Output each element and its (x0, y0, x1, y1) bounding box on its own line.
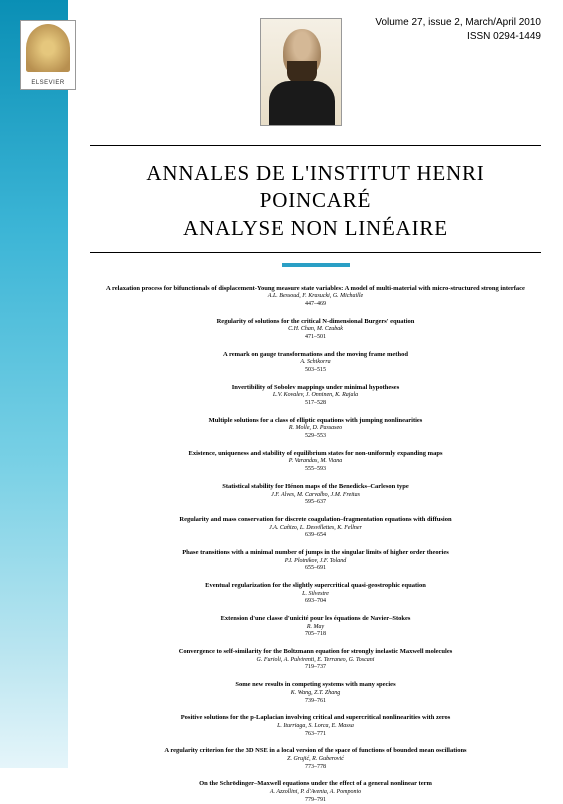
poincare-portrait (260, 18, 342, 126)
article-authors: A. Schikorra (96, 359, 535, 367)
gradient-sidebar (0, 0, 68, 768)
article-pages: 773–778 (96, 764, 535, 772)
header: ELSEVIER Volume 27, issue 2, March/April… (68, 0, 563, 145)
article-pages: 471–501 (96, 334, 535, 342)
article-pages: 595–637 (96, 499, 535, 507)
issue-info: Volume 27, issue 2, March/April 2010 ISS… (375, 16, 541, 43)
article-authors: P.I. Plotnikov, J.F. Toland (96, 558, 535, 566)
toc-entry: A remark on gauge transformations and th… (96, 351, 535, 375)
article-title: Regularity and mass conservation for dis… (96, 516, 535, 524)
article-authors: Z. Grujić, R. Guberović (96, 756, 535, 764)
article-title: Existence, uniqueness and stability of e… (96, 450, 535, 458)
article-authors: P. Varandas, M. Viana (96, 458, 535, 466)
toc-entry: Statistical stability for Hénon maps of … (96, 483, 535, 507)
elsevier-tree-icon (26, 24, 70, 72)
article-title: Regularity of solutions for the critical… (96, 318, 535, 326)
rule-top (90, 145, 541, 146)
article-authors: R. Molle, D. Passaseo (96, 425, 535, 433)
article-pages: 555–593 (96, 466, 535, 474)
article-title: A remark on gauge transformations and th… (96, 351, 535, 359)
rule-bottom (90, 252, 541, 253)
toc-entry: Multiple solutions for a class of ellipt… (96, 417, 535, 441)
article-authors: L. Iturriaga, S. Lorca, E. Massa (96, 723, 535, 731)
article-pages: 639–654 (96, 532, 535, 540)
article-authors: A.L. Bessoud, F. Krasucki, G. Michaille (96, 293, 535, 301)
issn-line: ISSN 0294-1449 (375, 30, 541, 44)
toc-entry: Positive solutions for the p-Laplacian i… (96, 714, 535, 738)
article-pages: 719–737 (96, 664, 535, 672)
article-authors: J.F. Alves, M. Carvalho, J.M. Freitas (96, 492, 535, 500)
journal-title-line1: ANNALES DE L'INSTITUT HENRI POINCARÉ (90, 160, 541, 215)
article-title: A regularity criterion for the 3D NSE in… (96, 747, 535, 755)
article-authors: K. Wang, Z.T. Zhang (96, 690, 535, 698)
article-authors: R. May (96, 624, 535, 632)
article-pages: 517–528 (96, 400, 535, 408)
article-pages: 693–704 (96, 598, 535, 606)
article-title: Extension d'une classe d'unicité pour le… (96, 615, 535, 623)
toc-entry: Convergence to self-similarity for the B… (96, 648, 535, 672)
article-pages: 739–761 (96, 698, 535, 706)
toc-entry: On the Schrödinger–Maxwell equations und… (96, 780, 535, 804)
article-pages: 447–469 (96, 301, 535, 309)
article-pages: 705–718 (96, 631, 535, 639)
article-pages: 503–515 (96, 367, 535, 375)
table-of-contents: A relaxation process for bifunctionals o… (68, 285, 563, 804)
article-pages: 655–691 (96, 565, 535, 573)
article-authors: G. Furioli, A. Pulvirenti, E. Terraneo, … (96, 657, 535, 665)
article-title: Statistical stability for Hénon maps of … (96, 483, 535, 491)
toc-entry: A relaxation process for bifunctionals o… (96, 285, 535, 309)
article-title: Invertibility of Sobolev mappings under … (96, 384, 535, 392)
journal-title: ANNALES DE L'INSTITUT HENRI POINCARÉ ANA… (90, 160, 541, 242)
article-title: On the Schrödinger–Maxwell equations und… (96, 780, 535, 788)
article-title: A relaxation process for bifunctionals o… (96, 285, 535, 293)
article-pages: 529–553 (96, 433, 535, 441)
article-title: Positive solutions for the p-Laplacian i… (96, 714, 535, 722)
article-title: Convergence to self-similarity for the B… (96, 648, 535, 656)
article-pages: 763–771 (96, 731, 535, 739)
toc-entry: Regularity and mass conservation for dis… (96, 516, 535, 540)
journal-title-line2: ANALYSE NON LINÉAIRE (90, 215, 541, 242)
article-authors: A. Azzollini, P. d'Avenia, A. Pomponio (96, 789, 535, 797)
volume-line: Volume 27, issue 2, March/April 2010 (375, 16, 541, 30)
toc-entry: Eventual regularization for the slightly… (96, 582, 535, 606)
toc-entry: Extension d'une classe d'unicité pour le… (96, 615, 535, 639)
title-underline (282, 263, 350, 267)
toc-entry: Regularity of solutions for the critical… (96, 318, 535, 342)
article-title: Some new results in competing systems wi… (96, 681, 535, 689)
main-content: ELSEVIER Volume 27, issue 2, March/April… (68, 0, 563, 768)
article-pages: 779–791 (96, 797, 535, 804)
article-title: Multiple solutions for a class of ellipt… (96, 417, 535, 425)
toc-entry: Phase transitions with a minimal number … (96, 549, 535, 573)
article-title: Phase transitions with a minimal number … (96, 549, 535, 557)
article-title: Eventual regularization for the slightly… (96, 582, 535, 590)
publisher-logo: ELSEVIER (20, 20, 76, 90)
toc-entry: Some new results in competing systems wi… (96, 681, 535, 705)
article-authors: C.H. Chan, M. Czubak (96, 326, 535, 334)
article-authors: L.V. Kovalev, J. Onninen, K. Rajala (96, 392, 535, 400)
publisher-name: ELSEVIER (31, 80, 64, 86)
article-authors: J.A. Cañizo, L. Desvillettes, K. Fellner (96, 525, 535, 533)
toc-entry: Existence, uniqueness and stability of e… (96, 450, 535, 474)
toc-entry: Invertibility of Sobolev mappings under … (96, 384, 535, 408)
article-authors: L. Silvestre (96, 591, 535, 599)
